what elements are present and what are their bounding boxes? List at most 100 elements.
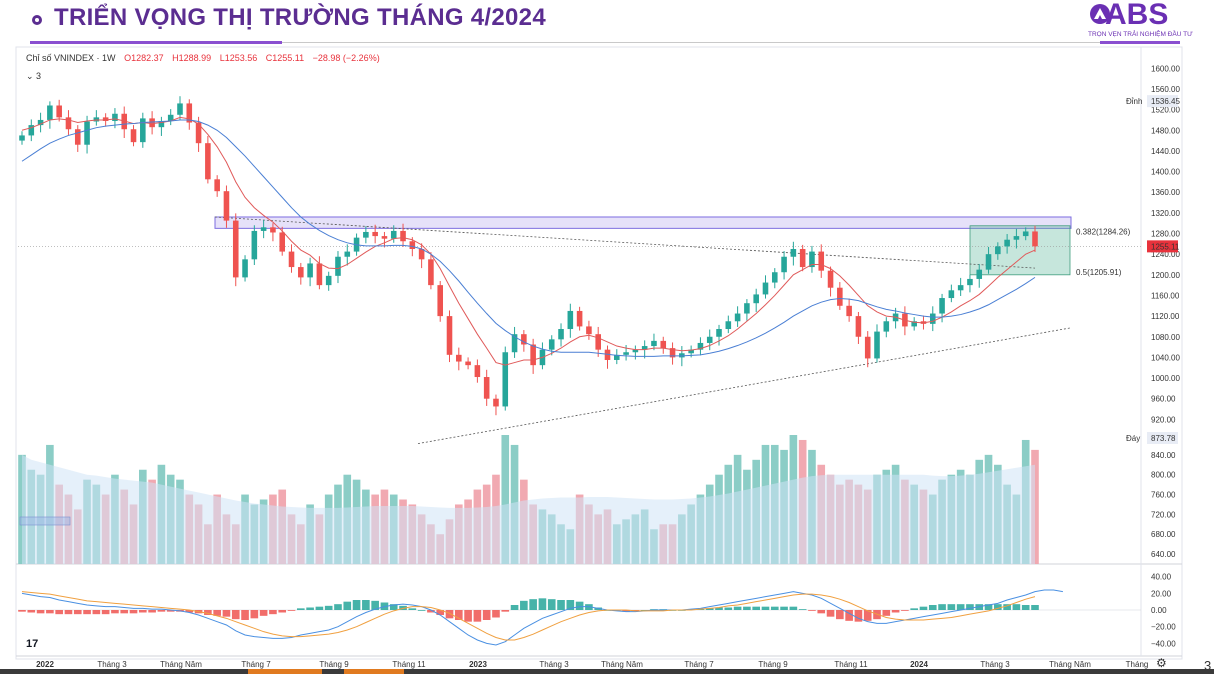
macd-histogram-bar [928, 605, 937, 610]
price-tick-label: 1600.00 [1151, 64, 1180, 73]
macd-signal-line [21, 591, 1036, 641]
macd-histogram-bar [55, 610, 63, 615]
macd-histogram-bar [259, 610, 268, 616]
candle-body [456, 354, 462, 362]
macd-histogram-bar [473, 610, 482, 622]
candle-body [530, 344, 536, 366]
macd-histogram-bar [278, 610, 287, 613]
last-price-value: 1255.11 [1151, 242, 1180, 251]
candle-body [316, 263, 323, 286]
candle-body [493, 398, 499, 407]
macd-histogram-bar [891, 610, 900, 613]
macd-histogram-bar [761, 606, 770, 610]
price-tick-label: 920.00 [1151, 415, 1176, 424]
time-tick-label: Tháng Năm [1049, 660, 1091, 669]
candle-body [307, 263, 313, 278]
candle-body [158, 120, 165, 128]
macd-histogram-bar [36, 610, 45, 614]
footer-bar [0, 669, 1214, 674]
candle-body [614, 354, 620, 360]
slow-ma-line [21, 119, 1036, 357]
macd-histogram-bar [111, 610, 119, 614]
candle-body [418, 249, 425, 260]
candle-body [428, 259, 434, 286]
macd-histogram-bar [222, 610, 231, 617]
candle-body [363, 231, 369, 238]
macd-histogram-bar [947, 604, 956, 610]
macd-tick-label: −40.00 [1151, 639, 1176, 648]
price-tick-label: 1200.00 [1151, 271, 1180, 280]
macd-histogram-bar [315, 606, 324, 610]
candle-body [939, 298, 945, 314]
candle-body [883, 321, 890, 332]
macd-histogram-bar [482, 610, 491, 620]
macd-histogram-bar [166, 610, 175, 612]
macd-histogram-bar [157, 610, 166, 612]
candle-body [214, 179, 220, 192]
price-tick-label: 1240.00 [1151, 250, 1180, 259]
volume-bar [501, 435, 510, 564]
ohlc-open: O1282.37 [124, 53, 164, 63]
fast-ma-line [21, 116, 1036, 366]
volume-tick-label: 640.00 [1151, 550, 1176, 559]
symbol-label: Chỉ số VNINDEX [26, 53, 95, 63]
slide-header: TRIỂN VỌNG THỊ TRƯỜNG THÁNG 4/2024 [0, 0, 1214, 44]
time-tick-label: Tháng Năm [160, 660, 202, 669]
macd-histogram-bar [733, 606, 742, 610]
brand-tagline: TRỌN VẸN TRẢI NGHIỆM ĐẦU TƯ [1088, 31, 1193, 38]
peak-price-tag [1147, 95, 1178, 108]
candle-body [483, 377, 490, 399]
candle-body [270, 227, 276, 233]
candle-body [874, 331, 880, 359]
indicator-collapse-button[interactable]: ⌄ 3 [26, 71, 42, 81]
bullet-icon [32, 15, 42, 25]
candle-body [1013, 236, 1020, 240]
macd-histogram-bar [1012, 604, 1021, 610]
candle-body [809, 251, 815, 268]
price-tick-label: 1520.00 [1151, 106, 1180, 115]
resistance-zone [214, 216, 1072, 229]
volume-highlight-box [19, 516, 71, 526]
macd-histogram-bar [622, 610, 630, 612]
price-tick-label: 1160.00 [1151, 291, 1180, 300]
candle-body [706, 336, 713, 343]
candle-body [112, 113, 118, 121]
macd-histogram-bar [715, 607, 723, 610]
candle-body [846, 305, 852, 317]
candle-body [558, 329, 564, 340]
macd-tick-label: 20.00 [1151, 589, 1172, 598]
candle-body [679, 353, 685, 358]
macd-histogram-bar [743, 606, 751, 610]
time-tick-label: Tháng 3 [539, 660, 569, 669]
candle-body [967, 278, 973, 286]
price-tick-label: 1360.00 [1151, 188, 1180, 197]
candle-body [855, 316, 862, 337]
trough-value: 873.78 [1151, 434, 1176, 443]
macd-histogram-bar [27, 610, 36, 613]
candle-body [140, 118, 146, 143]
macd-histogram-bar [538, 598, 547, 610]
settings-gear-icon[interactable]: ⚙ [1156, 656, 1167, 670]
macd-line [21, 589, 1063, 646]
candle-body [995, 246, 1001, 255]
candle-body [911, 321, 917, 327]
fibonacci-box [969, 225, 1071, 276]
macd-histogram-bar [789, 606, 798, 610]
interval-label[interactable]: 1W [102, 53, 116, 63]
candle-body [576, 310, 583, 327]
title-divider-accent [30, 41, 282, 44]
macd-histogram-bar [501, 610, 510, 612]
candle-body [232, 220, 239, 278]
price-tick-label: 1440.00 [1151, 147, 1180, 156]
candle-body [957, 285, 964, 291]
chart-legend: Chỉ số VNINDEX · 1W O1282.37 H1288.99 L1… [26, 53, 380, 63]
time-tick-label: Tháng 9 [319, 660, 349, 669]
candle-body [149, 118, 155, 128]
time-tick-label: Tháng 3 [97, 660, 127, 669]
candle-body [195, 122, 202, 144]
candle-body [56, 105, 62, 118]
macd-histogram-bar [296, 608, 305, 610]
macd-histogram-bar [64, 610, 73, 615]
candle-body [716, 329, 722, 337]
macd-histogram-bar [798, 609, 807, 610]
